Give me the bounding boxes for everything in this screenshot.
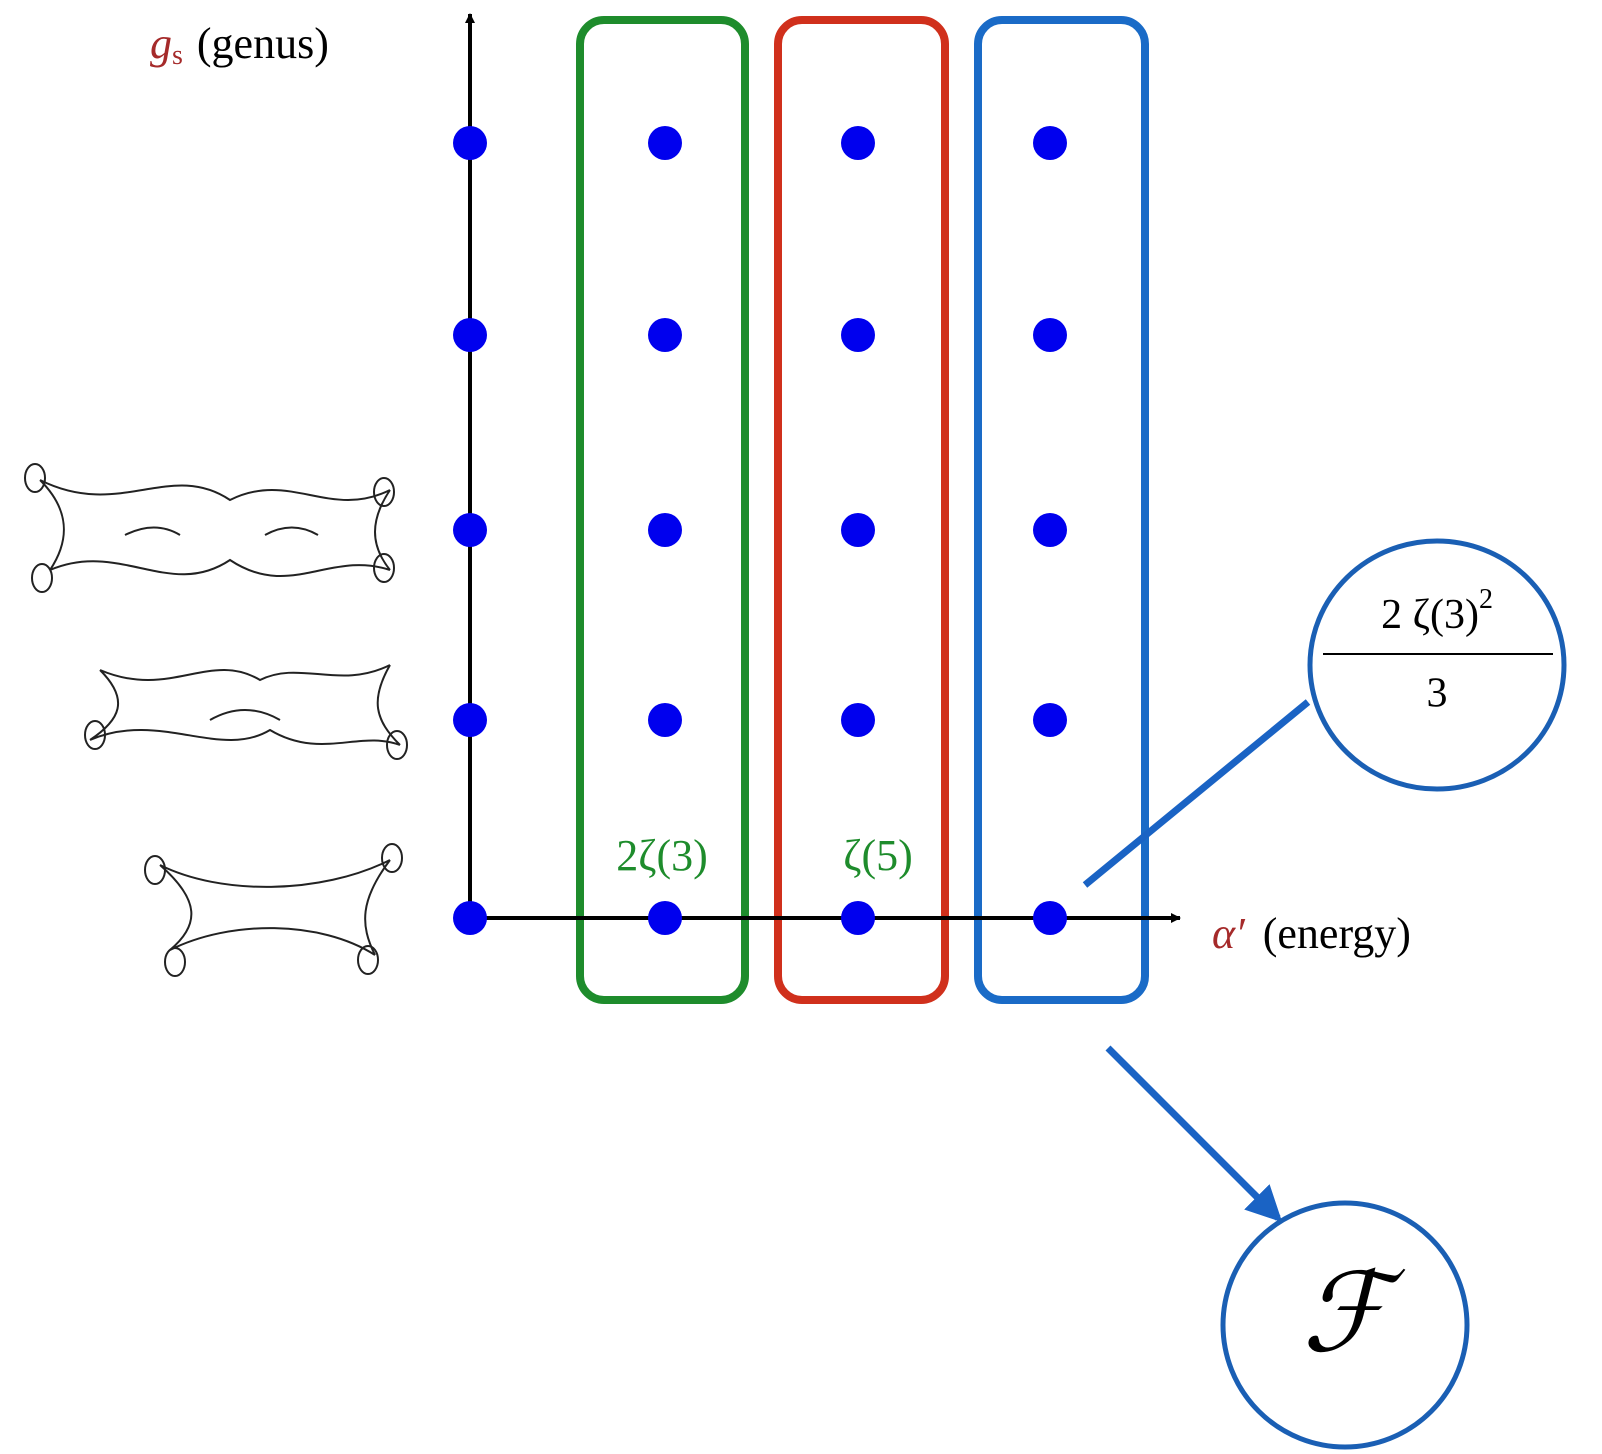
callout-line (1085, 702, 1308, 885)
dot (648, 513, 682, 547)
surface-genus1 (90, 665, 400, 745)
numerator: 2 ζ(3)2 (1381, 584, 1493, 637)
dot (1033, 513, 1067, 547)
column-label: 2ζ(3) (616, 831, 708, 880)
dot (841, 513, 875, 547)
callout-circle (1310, 541, 1564, 789)
label: (energy) (1263, 909, 1411, 958)
dot (1033, 901, 1067, 935)
surface-holes (210, 710, 280, 720)
denominator: 3 (1427, 671, 1448, 717)
surface-end (145, 856, 165, 884)
diagram: gs (genus) α′ (energy) 2ζ(3) ζ(5) 2 ζ(3)2 … (0, 0, 1602, 1454)
dot (453, 703, 487, 737)
surface-end (32, 564, 52, 592)
dot (648, 703, 682, 737)
dot (841, 126, 875, 160)
surface-genus0 (160, 860, 390, 955)
x-axis-label: α′ (energy) (1212, 909, 1411, 958)
surface-end (165, 948, 185, 976)
column-label: ζ(5) (843, 831, 913, 880)
dot (648, 901, 682, 935)
dot (453, 901, 487, 935)
dot (841, 318, 875, 352)
surface-end (382, 844, 402, 872)
dot (841, 901, 875, 935)
surface-genus2 (40, 480, 390, 576)
subscript: s (172, 40, 183, 71)
surfaces (25, 464, 407, 976)
symbol: g (150, 19, 172, 68)
dot (1033, 318, 1067, 352)
surface-end (25, 464, 45, 492)
dot (1033, 703, 1067, 737)
base: 2 ζ(3) (1381, 592, 1479, 638)
label: (genus) (197, 19, 329, 68)
dot (453, 126, 487, 160)
dot (453, 513, 487, 547)
symbol: α′ (1212, 909, 1246, 958)
dot (1033, 126, 1067, 160)
y-axis-label: gs (genus) (150, 19, 329, 71)
dot (453, 318, 487, 352)
dot (648, 318, 682, 352)
dot (841, 703, 875, 737)
exponent: 2 (1479, 584, 1493, 615)
surface-holes (125, 528, 318, 536)
result-arrow (1108, 1048, 1278, 1218)
dot (648, 126, 682, 160)
